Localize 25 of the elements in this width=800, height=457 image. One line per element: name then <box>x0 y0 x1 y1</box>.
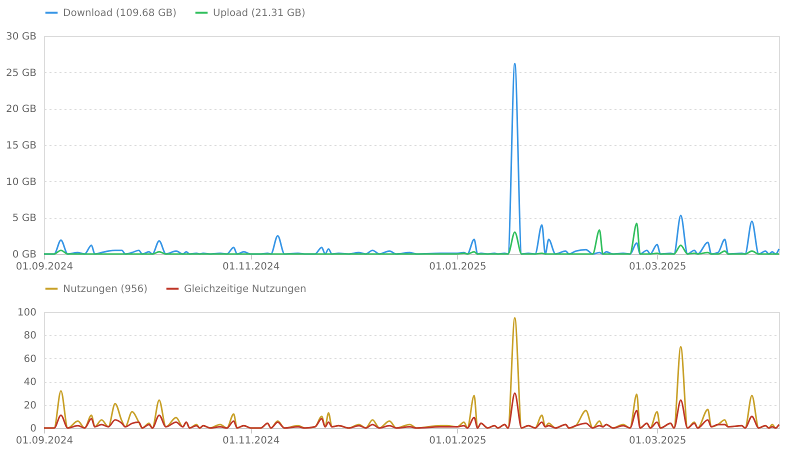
x-tick-label: 01.09.2024 <box>16 262 74 272</box>
x-tick-label: 01.03.2025 <box>628 262 686 272</box>
y-tick-label: 0 <box>30 424 36 434</box>
x-tick-label: 01.01.2025 <box>429 436 486 446</box>
legend-label: Nutzungen (956) <box>63 284 148 295</box>
y-tick-label: 20 GB <box>6 104 37 116</box>
y-tick-label: 5 GB <box>12 213 37 224</box>
x-tick-label: 01.09.2024 <box>16 436 74 446</box>
y-tick-label: 100 <box>17 308 36 318</box>
y-tick-label: 0 GB <box>12 250 37 260</box>
y-tick-label: 20 <box>24 400 36 412</box>
x-tick-label: 01.11.2024 <box>222 436 280 446</box>
x-tick-label: 01.01.2025 <box>429 262 486 272</box>
y-tick-label: 80 <box>24 330 36 342</box>
y-tick-label: 25 GB <box>6 68 37 79</box>
y-tick-label: 30 GB <box>6 32 37 42</box>
y-tick-label: 60 <box>24 354 36 365</box>
y-tick-label: 10 GB <box>6 176 37 188</box>
y-tick-label: 40 <box>24 377 36 388</box>
legend-label: Gleichzeitige Nutzungen <box>184 284 306 295</box>
y-tick-label: 15 GB <box>6 140 37 152</box>
legend-label: Upload (21.31 GB) <box>213 8 306 19</box>
legend-label: Download (109.68 GB) <box>63 8 177 19</box>
x-tick-label: 01.03.2025 <box>628 436 686 446</box>
x-tick-label: 01.11.2024 <box>222 262 280 272</box>
